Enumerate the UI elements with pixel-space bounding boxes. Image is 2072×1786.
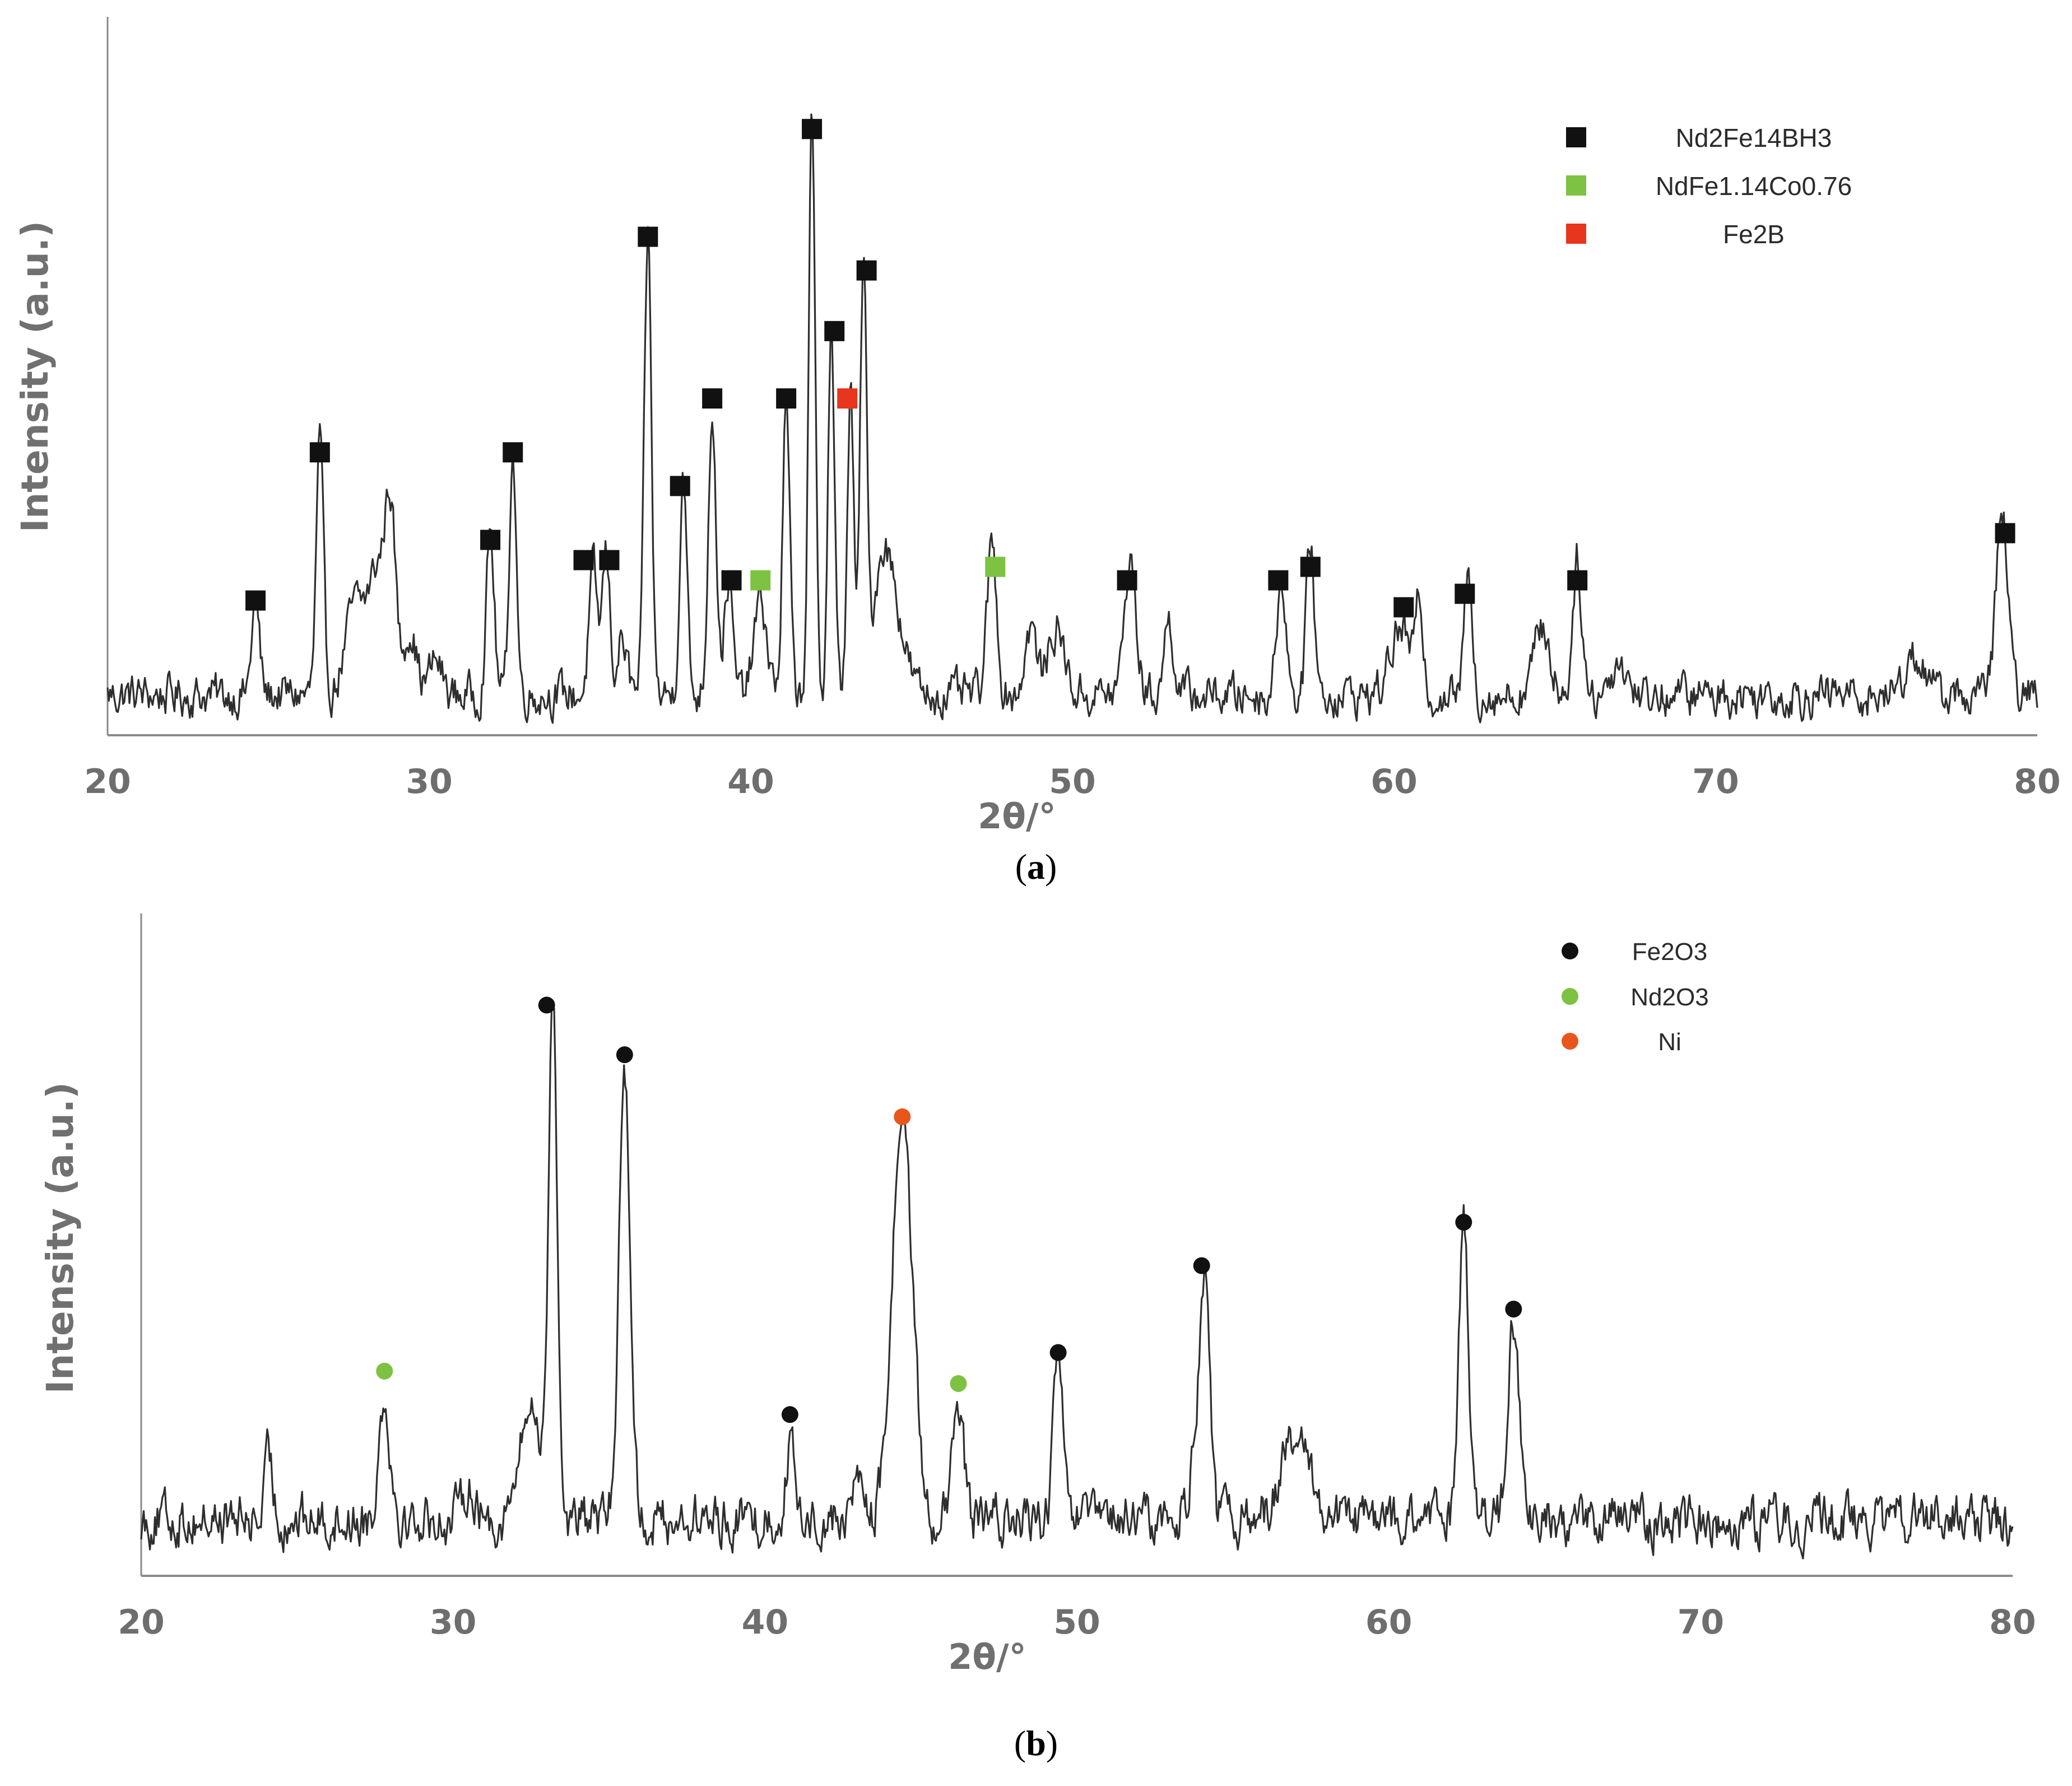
panel-a-x-axis-label: 2θ/° [978, 796, 1056, 837]
peak-marker-fe2o3 [616, 1046, 633, 1064]
peak-marker-nd2fe14bh3 [309, 442, 330, 463]
peak-marker-nd2fe14bh3 [1995, 523, 2015, 544]
legend-label-ni: Ni [1658, 1028, 1681, 1056]
peak-marker-nd2o3 [950, 1375, 967, 1392]
peak-marker-nd2fe14bh3 [802, 119, 823, 140]
panel-b-xrd-trace [140, 1005, 2014, 1560]
peak-marker-nd2o3 [376, 1362, 393, 1380]
x-tick-label: 60 [1365, 1603, 1413, 1642]
panel-a-legend: Nd2Fe14BH3 NdFe1.14Co0.76 Fe2B [1566, 123, 1852, 249]
x-tick-label: 30 [430, 1603, 477, 1642]
x-tick-label: 20 [118, 1603, 165, 1642]
peak-marker-fe2b [837, 388, 858, 409]
legend-marker-fe2b [1566, 224, 1586, 244]
peak-marker-ndfe1-14co0-76 [985, 556, 1006, 577]
x-tick-label: 40 [727, 762, 774, 801]
peak-marker-nd2fe14bh3 [670, 476, 690, 497]
legend-marker-nd2fe14bh3 [1566, 127, 1586, 147]
peak-marker-nd2fe14bh3 [856, 260, 877, 281]
peak-marker-nd2fe14bh3 [1117, 570, 1137, 591]
panel-b-caption: (b) [1014, 1723, 1058, 1763]
legend-label-fe2o3: Fe2O3 [1632, 938, 1708, 966]
peak-marker-fe2o3 [1455, 1214, 1472, 1231]
panel-a-caption-letter: a [1027, 847, 1045, 887]
panel-a-x-tick-labels: 20 30 40 50 60 70 80 [84, 762, 2061, 801]
peak-marker-fe2o3 [1193, 1257, 1210, 1274]
panel-b-y-axis-label: Intensity (a.u.) [39, 1082, 82, 1394]
x-tick-label: 30 [406, 762, 453, 801]
legend-marker-nd2o3 [1562, 988, 1578, 1005]
panel-a-caption: (a) [1015, 847, 1057, 887]
peak-marker-fe2o3 [781, 1406, 798, 1423]
panel-b-x-tick-labels: 20 30 40 50 60 70 80 [118, 1603, 2036, 1642]
peak-marker-fe2o3 [1049, 1344, 1067, 1361]
peak-marker-nd2fe14bh3 [245, 590, 266, 611]
panel-a-xrd-trace [106, 113, 2038, 724]
peak-marker-nd2fe14bh3 [776, 388, 797, 409]
peak-marker-ni [894, 1108, 911, 1125]
x-tick-label: 20 [84, 762, 131, 801]
x-tick-label: 80 [2014, 762, 2061, 801]
panel-a-chart: Intensity (a.u.) 2θ/° 20 30 40 50 60 70 80 Nd2… [13, 17, 2061, 887]
legend-marker-ndfe1-14co0-76 [1566, 175, 1586, 196]
peak-marker-nd2fe14bh3 [503, 442, 523, 463]
peak-marker-nd2fe14bh3 [1268, 570, 1289, 591]
x-tick-label: 50 [1049, 762, 1096, 801]
peak-marker-ndfe1-14co0-76 [750, 570, 771, 591]
peak-marker-fe2o3 [538, 996, 555, 1014]
peak-marker-nd2fe14bh3 [1300, 556, 1321, 577]
peak-marker-nd2fe14bh3 [638, 226, 658, 247]
panel-b-x-axis-label: 2θ/° [948, 1636, 1026, 1677]
peak-marker-nd2fe14bh3 [721, 570, 742, 591]
legend-label-fe2b: Fe2B [1723, 220, 1785, 249]
x-tick-label: 70 [1678, 1603, 1725, 1642]
legend-label-nd2fe14bh3: Nd2Fe14BH3 [1676, 123, 1832, 152]
peak-marker-nd2fe14bh3 [702, 388, 723, 409]
peak-marker-nd2fe14bh3 [1455, 583, 1475, 604]
x-tick-label: 70 [1692, 762, 1739, 801]
legend-marker-fe2o3 [1562, 943, 1578, 959]
legend-label-nd2o3: Nd2O3 [1630, 984, 1708, 1011]
panel-b-chart: Intensity (a.u.) 2θ/° 20 30 40 50 60 70 80 Fe2… [39, 913, 2036, 1763]
peak-marker-nd2fe14bh3 [599, 550, 620, 570]
x-tick-label: 60 [1371, 762, 1418, 801]
peak-marker-nd2fe14bh3 [1393, 597, 1414, 618]
legend-marker-ni [1562, 1033, 1578, 1050]
peak-marker-fe2o3 [1505, 1300, 1522, 1318]
panel-b-caption-letter: b [1026, 1723, 1046, 1763]
x-tick-label: 50 [1053, 1603, 1100, 1642]
panel-b-phase-markers [376, 996, 1522, 1423]
panel-a-y-axis-label: Intensity (a.u.) [13, 221, 57, 532]
panel-b-legend: Fe2O3 Nd2O3 Ni [1562, 938, 1709, 1056]
panel-a-phase-markers [245, 119, 2015, 618]
peak-marker-nd2fe14bh3 [480, 530, 501, 550]
peak-marker-nd2fe14bh3 [1567, 570, 1588, 591]
legend-label-ndfe1-14co0-76: NdFe1.14Co0.76 [1656, 171, 1852, 201]
peak-marker-nd2fe14bh3 [824, 321, 845, 341]
x-tick-label: 40 [742, 1603, 789, 1642]
peak-marker-nd2fe14bh3 [573, 550, 594, 570]
x-tick-label: 80 [1989, 1603, 2036, 1642]
